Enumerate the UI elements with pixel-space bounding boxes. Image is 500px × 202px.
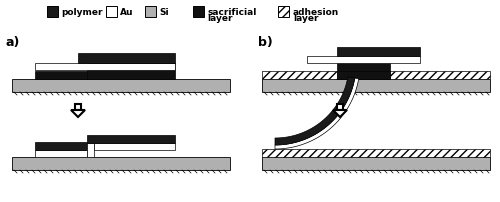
Bar	[262, 157, 490, 170]
Bar	[278, 7, 289, 18]
Text: Au: Au	[120, 8, 134, 17]
Text: a): a)	[5, 36, 20, 49]
Bar	[47, 7, 58, 18]
Bar	[262, 80, 490, 93]
Text: Si: Si	[159, 8, 168, 17]
Bar	[337, 72, 390, 80]
Text: layer: layer	[207, 14, 233, 23]
Bar	[262, 149, 490, 157]
Bar	[75, 104, 81, 110]
Bar	[337, 48, 420, 57]
Text: layer: layer	[293, 14, 318, 23]
Bar	[78, 54, 175, 64]
Polygon shape	[333, 110, 347, 117]
Bar	[35, 64, 175, 71]
Bar	[145, 7, 156, 18]
Bar	[35, 72, 87, 80]
Bar	[390, 72, 490, 80]
Bar	[12, 80, 230, 93]
Bar	[87, 135, 175, 143]
Text: b): b)	[258, 36, 273, 49]
Bar	[106, 7, 117, 18]
Polygon shape	[275, 77, 355, 145]
Bar	[307, 57, 420, 64]
Bar	[337, 104, 343, 110]
Bar	[87, 143, 94, 157]
Bar	[337, 64, 390, 72]
Polygon shape	[275, 79, 358, 149]
Bar	[87, 64, 175, 80]
Bar	[262, 72, 337, 80]
Polygon shape	[71, 110, 85, 117]
Text: sacrificial: sacrificial	[207, 8, 256, 17]
Bar	[35, 150, 87, 157]
Bar	[193, 7, 204, 18]
Bar	[12, 157, 230, 170]
Bar	[35, 142, 87, 150]
Text: polymer: polymer	[61, 8, 102, 17]
Text: adhesion: adhesion	[293, 8, 339, 17]
Bar	[94, 143, 175, 150]
